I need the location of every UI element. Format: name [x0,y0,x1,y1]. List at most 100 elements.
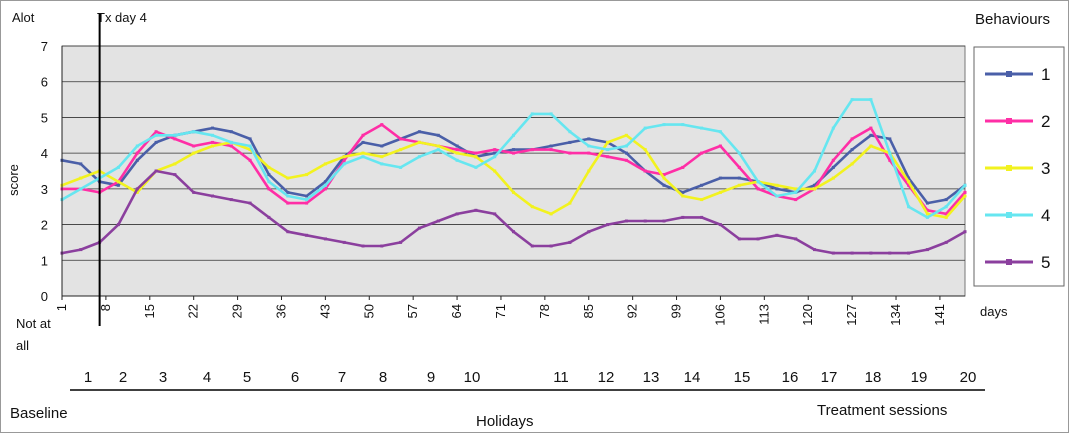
data-point-5 [888,251,892,255]
data-point-2 [888,158,892,162]
data-point-3 [361,151,365,155]
y-tick-label: 6 [41,75,48,90]
data-point-4 [399,165,403,169]
data-point-3 [436,144,440,148]
data-point-4 [737,151,741,155]
data-point-3 [737,183,741,187]
data-point-3 [79,176,83,180]
data-point-4 [154,133,158,137]
y-tick-label: 0 [41,289,48,304]
data-point-5 [568,240,572,244]
data-point-5 [549,244,553,248]
data-point-1 [549,144,553,148]
y-tick-label: 1 [41,253,48,268]
data-point-1 [248,137,252,141]
data-point-5 [192,190,196,194]
session-label: 19 [911,369,928,386]
data-point-2 [286,201,290,205]
data-point-1 [624,151,628,155]
data-point-2 [455,148,459,152]
data-point-1 [286,190,290,194]
data-point-5 [248,201,252,205]
data-point-5 [286,230,290,234]
data-point-5 [700,215,704,219]
marker-label: Tx day 4 [97,10,147,25]
data-point-4 [436,148,440,152]
data-point-2 [925,208,929,212]
data-point-5 [775,233,779,237]
data-point-1 [700,183,704,187]
data-point-3 [850,162,854,166]
data-point-1 [587,137,591,141]
x-tick-label: 8 [98,304,113,311]
data-point-3 [944,215,948,219]
data-point-5 [662,219,666,223]
data-point-3 [530,205,534,209]
y-axis-label: score [6,164,21,196]
data-point-5 [624,219,628,223]
data-point-4 [907,205,911,209]
x-tick-label: 71 [493,304,508,318]
session-label: 4 [203,369,211,386]
data-point-4 [587,144,591,148]
data-point-1 [135,158,139,162]
session-label: 11 [553,369,569,386]
data-point-4 [248,144,252,148]
data-point-5 [512,230,515,234]
data-point-1 [831,165,835,169]
data-point-4 [116,165,120,169]
session-label: 1 [84,369,92,386]
y-top-label: Alot [12,10,35,25]
data-point-1 [417,130,421,134]
legend-marker-2 [1006,118,1012,124]
y-bottom-label-line1: Not at [16,316,51,331]
x-tick-label: 36 [273,304,288,318]
data-point-2 [737,165,741,169]
data-point-4 [681,123,685,127]
data-point-4 [756,180,760,184]
session-label: 3 [159,369,167,386]
data-point-3 [192,151,196,155]
data-point-5 [606,223,610,227]
data-point-5 [869,251,873,255]
legend: 1 2 3 4 5 [985,65,1050,272]
data-point-4 [662,123,666,127]
data-point-1 [869,133,873,137]
data-point-1 [361,140,365,144]
data-point-4 [850,98,854,102]
data-point-2 [587,151,591,155]
legend-label-3: 3 [1041,159,1050,178]
x-tick-label: 22 [186,304,201,318]
session-label: 18 [865,369,882,386]
data-point-1 [662,183,666,187]
data-point-3 [211,144,214,148]
data-point-4 [305,198,309,202]
session-label: 13 [643,369,660,386]
data-point-3 [512,190,515,194]
data-point-3 [417,140,421,144]
data-point-4 [606,148,610,152]
data-point-5 [455,212,459,216]
data-point-3 [380,155,384,159]
data-point-2 [380,123,384,127]
data-point-4 [813,169,816,173]
data-point-3 [869,144,873,148]
data-point-5 [925,248,929,252]
x-tick-label: 29 [230,304,245,318]
data-point-3 [907,180,911,184]
data-point-2 [493,148,497,152]
data-point-3 [267,165,271,169]
data-point-2 [173,137,177,141]
x-tick-label: 106 [712,304,727,326]
data-point-2 [624,158,628,162]
data-point-5 [436,219,440,223]
data-point-3 [135,190,139,194]
data-point-4 [286,194,290,198]
x-tick-label: 1 [54,304,69,311]
data-point-3 [399,148,403,152]
data-point-5 [173,173,177,177]
data-point-4 [568,130,572,134]
data-point-4 [192,130,196,134]
data-point-5 [342,240,346,244]
data-point-3 [342,155,346,159]
